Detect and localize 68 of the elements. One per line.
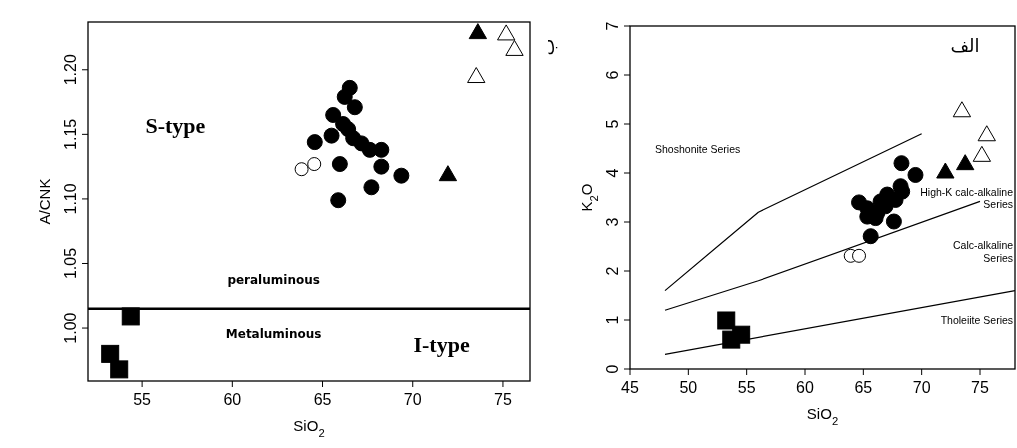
x-tick-label: 65: [313, 391, 332, 408]
point: [306, 134, 323, 151]
y-tick-label: 2: [604, 266, 621, 276]
point: [952, 101, 972, 118]
point: [110, 360, 129, 379]
point: [121, 307, 140, 326]
point: [101, 344, 120, 363]
y-tick-label: 7: [604, 21, 621, 31]
point: [852, 248, 867, 263]
x-axis-title: SiO$_{2}$: [293, 417, 325, 439]
point: [325, 106, 342, 123]
point: [363, 179, 380, 196]
x-tick-label: 55: [737, 379, 756, 396]
y-tick-label: 6: [604, 70, 621, 80]
point: [373, 158, 390, 175]
x-tick-label: 70: [912, 379, 931, 396]
annotation: Tholeiite Series: [940, 314, 1014, 327]
point: [467, 67, 486, 84]
x-axis-title: SiO$_{2}$: [806, 405, 839, 427]
x-tick-label: 75: [971, 379, 989, 396]
point: [977, 125, 996, 142]
x-tick-label: 75: [494, 391, 512, 408]
annotation: Metaluminous: [225, 326, 322, 341]
point: [336, 88, 353, 105]
y-tick-label: 3: [604, 217, 621, 227]
y-tick-label: 1.20: [62, 54, 79, 86]
point: [373, 141, 390, 158]
point: [294, 162, 309, 177]
x-tick-label: 60: [796, 379, 814, 396]
point: [346, 99, 363, 116]
x-tick-label: 70: [403, 391, 422, 408]
point: [936, 162, 955, 179]
point: [722, 330, 741, 349]
y-tick-label: 0: [604, 364, 621, 374]
annotation: High-K calc-alkaline Series: [920, 185, 1014, 211]
point: [907, 166, 924, 183]
text: ب: [537, 38, 559, 56]
point: [393, 167, 410, 184]
point: [331, 156, 348, 173]
y-tick-label: 1.05: [62, 247, 79, 280]
text: الف: [950, 34, 980, 56]
point: [893, 155, 910, 172]
point: [885, 213, 902, 230]
y-tick-label: 1.15: [62, 118, 79, 150]
point: [330, 192, 347, 209]
x-tick-label: 50: [679, 379, 698, 396]
y-tick-label: 5: [604, 119, 621, 129]
x-tick-label: 60: [223, 391, 242, 408]
point: [862, 228, 879, 245]
y-tick-label: 1.00: [62, 312, 79, 344]
point: [468, 23, 488, 40]
annotation: Calc-alkaline Series: [952, 238, 1014, 264]
point: [497, 24, 516, 41]
y-axis-title: A/CNK: [36, 178, 53, 225]
annotation: I-type: [413, 332, 470, 358]
point: [956, 154, 975, 171]
y-tick-label: 1.10: [62, 183, 79, 215]
x-tick-label: 55: [133, 391, 152, 408]
point: [307, 157, 322, 172]
x-tick-label: 45: [621, 379, 639, 396]
annotation: Shoshonite Series: [655, 142, 741, 155]
point: [323, 127, 340, 144]
point: [717, 311, 736, 330]
annotation: S-type: [145, 113, 206, 139]
y-tick-label: 1: [604, 315, 621, 325]
y-tick-label: 4: [604, 168, 621, 178]
x-tick-label: 65: [854, 379, 873, 396]
annotation: peraluminous: [227, 273, 320, 288]
